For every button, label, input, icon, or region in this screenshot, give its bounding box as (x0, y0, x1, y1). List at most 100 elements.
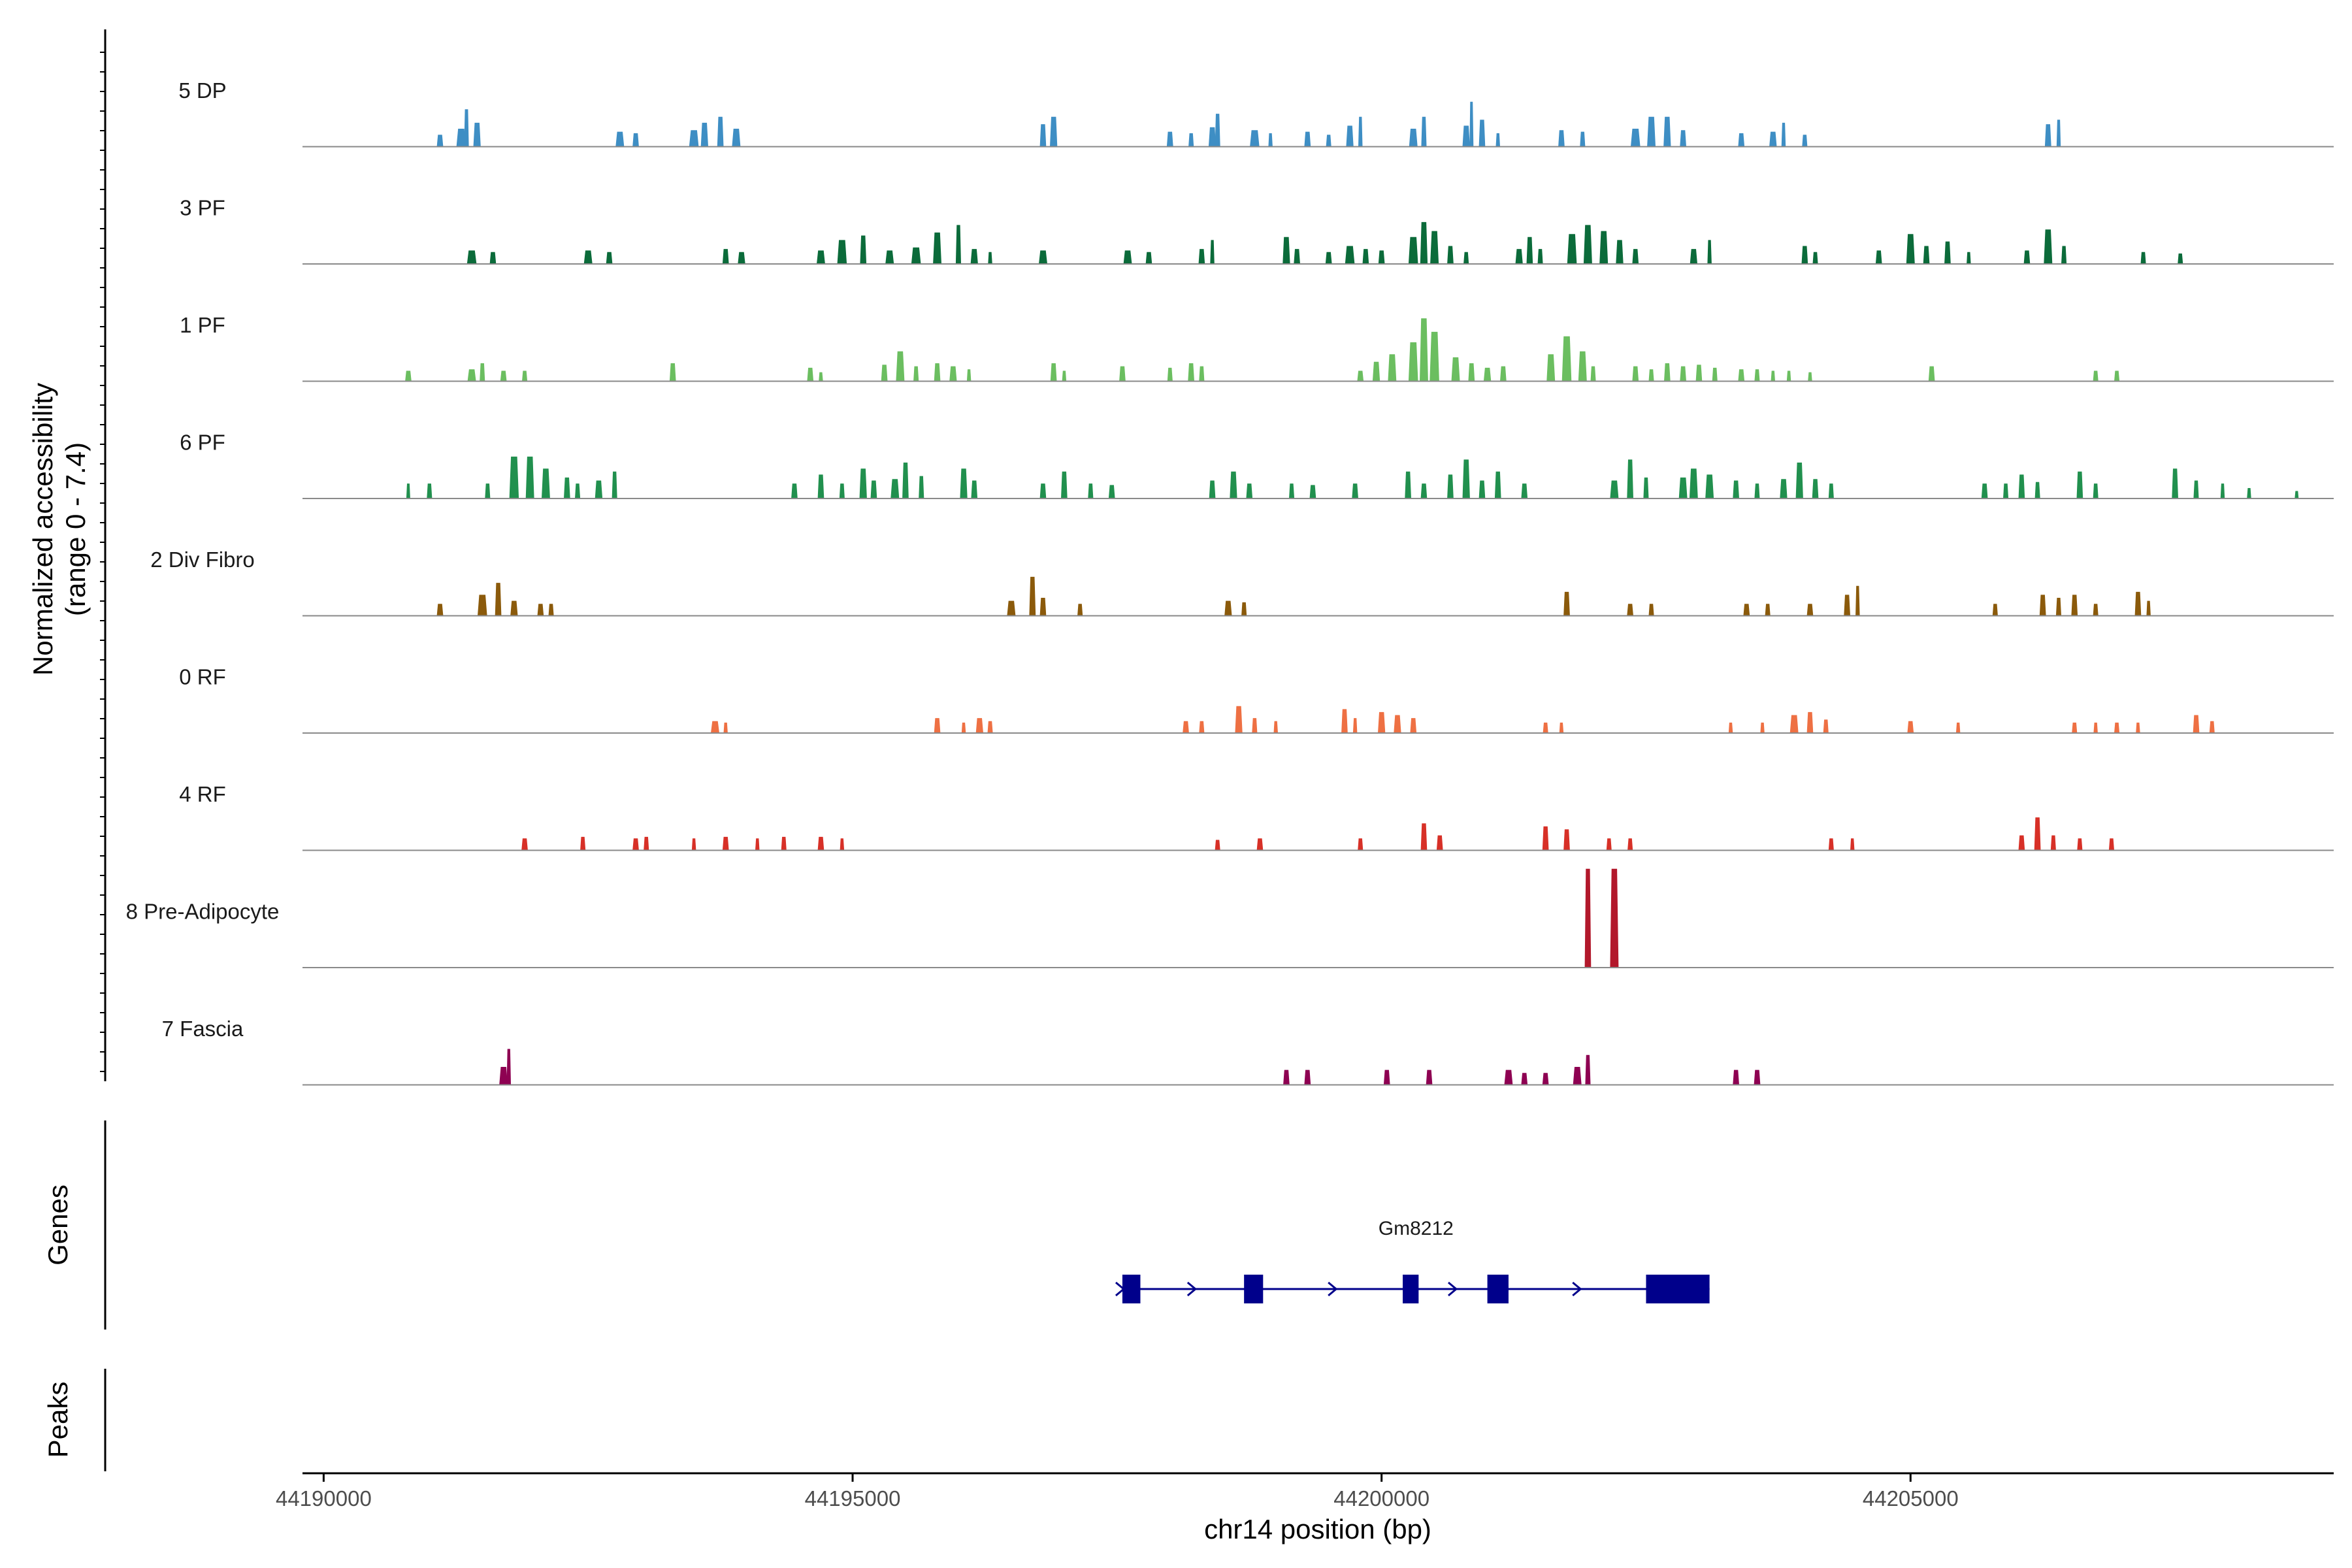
coverage-peak (1906, 234, 1915, 264)
coverage-peak (1358, 838, 1364, 851)
coverage-peak (1061, 471, 1068, 498)
track-label: 2 Div Fibro (150, 547, 255, 572)
coverage-peak (1421, 116, 1427, 147)
coverage-peak (1844, 595, 1850, 616)
coverage-peak (1542, 826, 1549, 851)
coverage-peak (1850, 838, 1855, 851)
coverage-peak (1039, 250, 1047, 264)
coverage-peak (1504, 1070, 1513, 1085)
coverage-peak (1981, 483, 1988, 498)
coverage-peak (2134, 591, 2142, 616)
coverage-peak (960, 468, 968, 498)
coverage-peak (2093, 604, 2099, 616)
coverage-peak (615, 131, 625, 147)
coverage-tracks: 5 DP 3 PF 1 PF 6 PF 2 Div Fibro 0 RF 4 RF 8 Pre… (126, 78, 2334, 1086)
coverage-peak (632, 838, 639, 851)
coverage-peak (1241, 602, 1247, 616)
coverage-peak (1483, 367, 1492, 382)
coverage-peak (987, 721, 993, 733)
x-tick-label: 44195000 (805, 1486, 901, 1511)
coverage-peak (1563, 829, 1570, 851)
coverage-peak (1733, 480, 1739, 498)
coverage-peak (2039, 595, 2046, 616)
coverage-peak (1341, 709, 1348, 733)
coverage-peak (1738, 369, 1745, 382)
coverage-peak (933, 232, 941, 264)
track-0-rf: 0 RF (179, 665, 2334, 734)
coverage-peak (1409, 129, 1418, 147)
coverage-peak (2093, 483, 2099, 498)
coverage-peak (473, 122, 481, 147)
track-5-dp: 5 DP (178, 78, 2334, 148)
coverage-peak (1781, 122, 1786, 147)
coverage-peak (1907, 721, 1914, 733)
coverage-peak (1558, 130, 1565, 147)
coverage-peak (2055, 598, 2061, 616)
coverage-peak (881, 365, 888, 382)
coverage-peak (1765, 604, 1771, 616)
y-axis-title-line1: Normalized accessibility (27, 383, 58, 676)
coverage-peak (1462, 125, 1470, 147)
coverage-peak (1801, 246, 1808, 264)
coverage-peak (1282, 237, 1290, 264)
coverage-peak (1583, 225, 1592, 264)
track-label: 1 PF (180, 313, 225, 337)
coverage-peak (1352, 718, 1358, 733)
coverage-peak (612, 471, 617, 498)
coverage-peak (919, 476, 924, 498)
coverage-peak (1462, 459, 1470, 498)
coverage-peak (870, 480, 877, 498)
coverage-peak (537, 604, 544, 616)
coverage-peak (1199, 721, 1205, 733)
coverage-peak (1468, 363, 1475, 382)
coverage-peak (1632, 249, 1639, 264)
coverage-peak (2077, 838, 2083, 851)
peaks-panel-title: Peaks (42, 1382, 73, 1458)
coverage-peak (1563, 591, 1570, 616)
coverage-peak (949, 366, 957, 382)
coverage-peak (2018, 835, 2025, 851)
coverage-peak (2108, 838, 2114, 851)
coverage-peak (510, 600, 518, 616)
coverage-peak (1754, 483, 1760, 498)
coverage-peak (2034, 482, 2040, 498)
coverage-peak (1088, 483, 1094, 498)
coverage-peak (1420, 318, 1428, 382)
coverage-peak (542, 468, 550, 498)
coverage-peak (406, 483, 410, 498)
coverage-peak (1166, 131, 1173, 147)
coverage-peak (489, 252, 497, 264)
coverage-peak (1447, 246, 1454, 264)
track-label: 5 DP (178, 78, 226, 103)
coverage-peak (1828, 483, 1834, 498)
coverage-peak (405, 370, 412, 382)
coverage-peak (1690, 249, 1697, 264)
coverage-peak (1632, 366, 1639, 382)
coverage-peak (700, 122, 708, 147)
coverage-peak (1590, 366, 1596, 382)
coverage-peak (859, 468, 867, 498)
coverage-peak (1760, 723, 1765, 733)
coverage-peak (1678, 477, 1688, 498)
coverage-peak (1394, 715, 1401, 733)
strand-arrow-icon (1572, 1281, 1582, 1297)
coverage-peak (1268, 133, 1273, 147)
coverage-peak (1408, 342, 1418, 382)
coverage-peak (1119, 366, 1126, 382)
coverage-peak (817, 250, 825, 264)
coverage-peak (1215, 114, 1220, 147)
coverage-peak (1352, 483, 1358, 498)
coverage-peak (1967, 252, 1971, 264)
coverage-peak (1616, 240, 1624, 264)
genes-panel-title: Genes (42, 1184, 73, 1266)
coverage-peak (1806, 604, 1814, 616)
gene-label: Gm8212 (1379, 1218, 1454, 1239)
coverage-peak (1050, 116, 1058, 147)
coverage-peak (1478, 480, 1486, 498)
coverage-peak (521, 838, 528, 851)
coverage-peak (2193, 480, 2199, 498)
coverage-peak (1743, 604, 1750, 616)
coverage-peak (738, 252, 745, 264)
coverage-peak (1537, 249, 1543, 264)
